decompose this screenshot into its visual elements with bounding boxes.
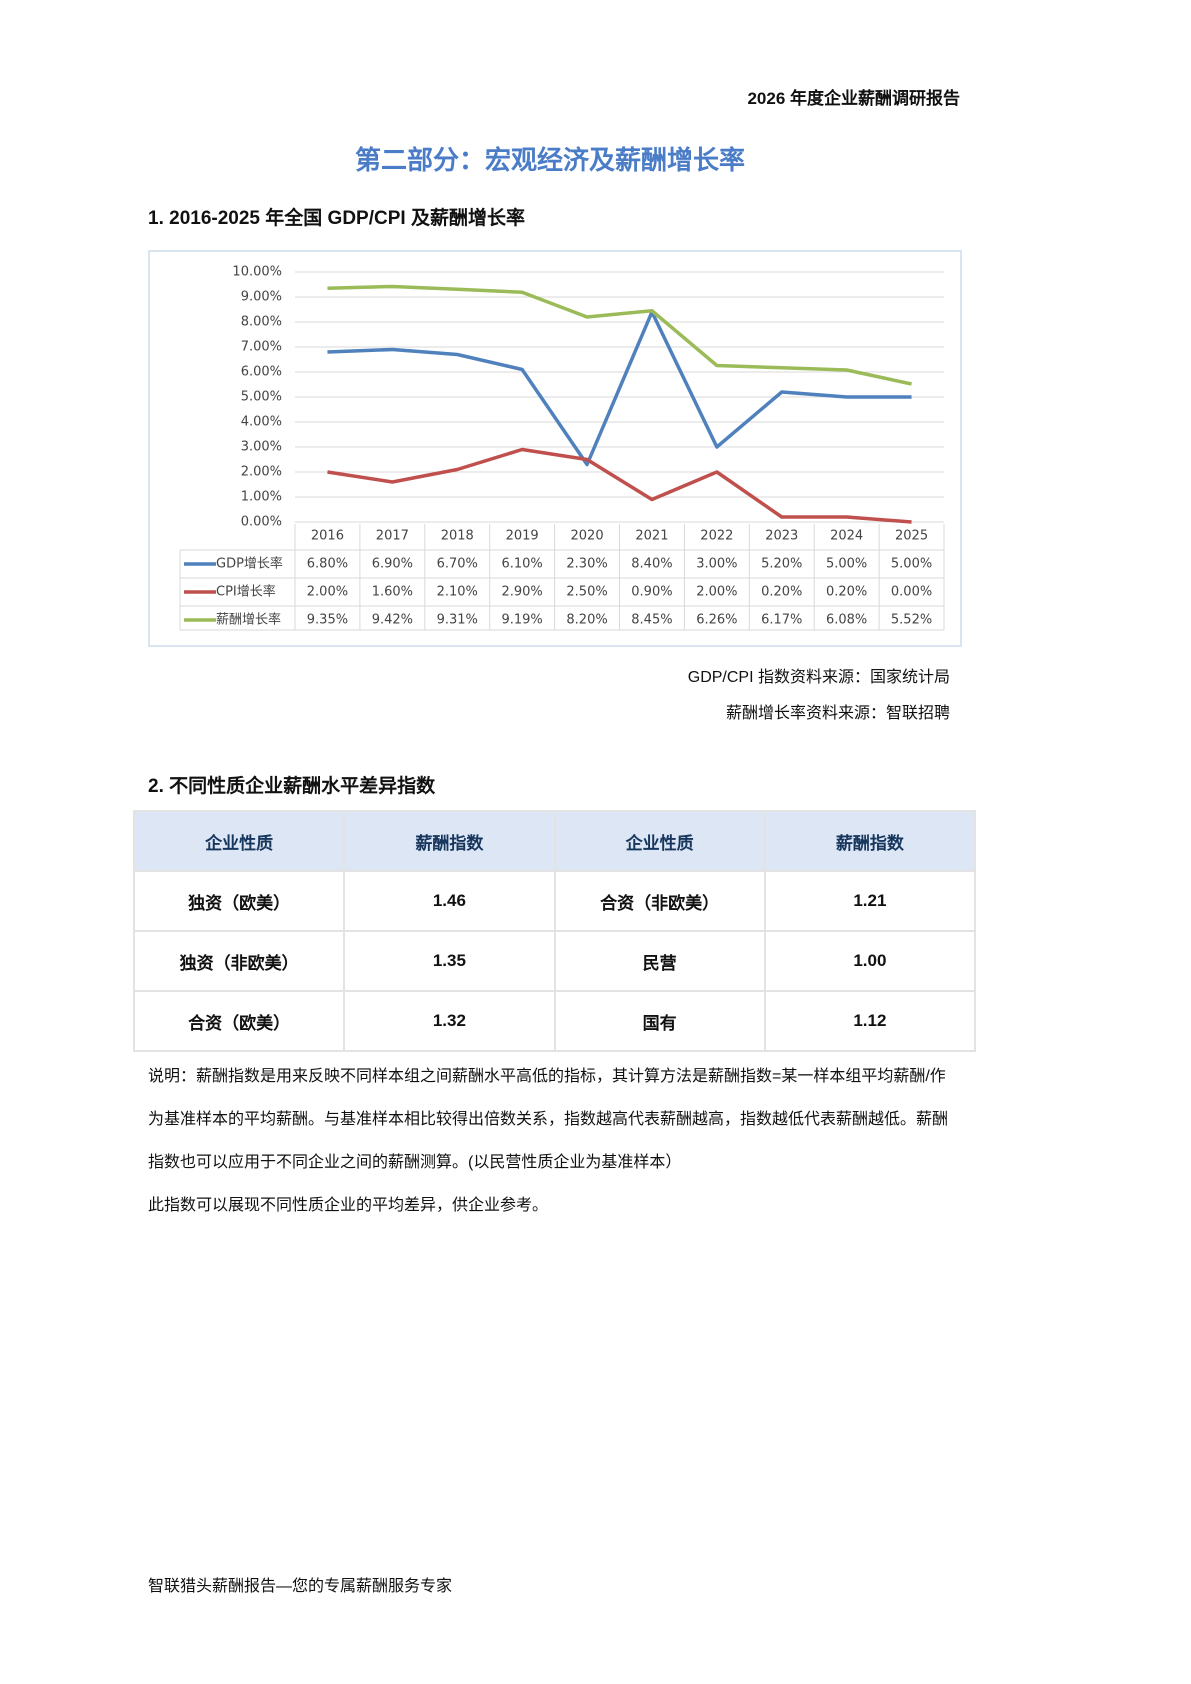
y-tick-label: 9.00% [241,290,282,305]
chart-box: 0.00% 1.00% 2.00% 3.00% 4.00% 5.00% 6.00% 7.00%… [148,250,962,647]
table-row: 合资（欧美） 1.32 国有 1.12 [132,990,977,1052]
header-cell: 企业性质 [553,810,766,872]
x-tick-label: 2019 [506,529,539,544]
table-cell: 1.00 [763,930,977,992]
table-cell: 国有 [553,990,766,1052]
data-table-value: 6.70% [437,557,478,572]
data-table-value: 5.00% [826,557,867,572]
data-table-value: 2.00% [696,585,737,600]
table-cell: 1.32 [343,990,556,1052]
x-tick-label: 2022 [700,529,733,544]
data-table-value: 9.31% [437,613,478,628]
data-table-value: 6.26% [696,613,737,628]
series-line [327,284,912,386]
data-table-value: 1.60% [372,585,413,600]
table-header-row: 企业性质 薪酬指数 企业性质 薪酬指数 [132,810,977,872]
data-table-value: 2.30% [566,557,607,572]
header-cell: 薪酬指数 [763,810,977,872]
header: 2026 年度企业薪酬调研报告 [747,89,960,108]
y-tick-label: 4.00% [241,415,282,430]
data-table-value: 2.10% [437,585,478,600]
y-tick-label: 5.00% [241,390,282,405]
table-row: 独资（非欧美） 1.35 民营 1.00 [132,930,977,992]
y-tick-label: 3.00% [241,440,282,455]
source-note: GDP/CPI 指数资料来源：国家统计局 [687,669,950,686]
data-table-value: 6.10% [501,557,542,572]
x-tick-label: 2023 [765,529,798,544]
data-table-value: 6.17% [761,613,802,628]
source-note: 薪酬增长率资料来源：智联招聘 [725,705,950,722]
data-table-value: 5.00% [891,557,932,572]
x-tick-label: 2025 [895,529,928,544]
data-table-value: 8.20% [566,613,607,628]
y-tick-label: 7.00% [241,340,282,355]
data-table-value: 3.00% [696,557,737,572]
data-table-value: 8.45% [631,613,672,628]
table-row: 独资（欧美） 1.46 合资（非欧美） 1.21 [132,870,977,932]
header-cell: 企业性质 [132,810,346,872]
data-table-value: 9.35% [307,613,348,628]
data-table-value: 2.00% [307,585,348,600]
y-tick-label: 2.00% [241,465,282,480]
x-tick-label: 2017 [376,529,409,544]
data-table-value: 9.42% [372,613,413,628]
y-tick-label: 10.00% [232,265,282,280]
data-table-value: 0.20% [826,585,867,600]
data-table-value: 0.00% [891,585,932,600]
table-cell: 合资（欧美） [132,990,346,1052]
y-tick-label: 8.00% [241,315,282,330]
data-table-value: 9.19% [501,613,542,628]
legend-label: 薪酬增长率 [216,612,281,628]
section-heading: 1. 2016-2025 年全国 GDP/CPI 及薪酬增长率 [148,208,525,229]
table-cell: 1.46 [343,870,556,932]
series-line [327,447,912,524]
table-cell: 1.21 [763,870,977,932]
x-tick-label: 2016 [311,529,344,544]
x-tick-label: 2018 [441,529,474,544]
data-table-value: 6.90% [372,557,413,572]
legend-label: GDP增长率 [216,556,283,572]
data-table-value: 5.52% [891,613,932,628]
x-tick-label: 2024 [830,529,863,544]
header-cell: 薪酬指数 [343,810,556,872]
data-table-value: 6.08% [826,613,867,628]
table-cell: 独资（欧美） [132,870,346,932]
section-heading: 2. 不同性质企业薪酬水平差异指数 [148,776,436,797]
data-table-value: 8.40% [631,557,672,572]
data-table-value: 0.20% [761,585,802,600]
data-table-value: 5.20% [761,557,802,572]
note-paragraph: 说明：薪酬指数是用来反映不同样本组之间薪酬水平高低的指标，其计算方法是薪酬指数=… [148,1068,949,1171]
x-tick-label: 2021 [635,529,668,544]
data-table-value: 2.50% [566,585,607,600]
notes: 说明：薪酬指数是用来反映不同样本组之间薪酬水平高低的指标，其计算方法是薪酬指数=… [148,1055,953,1227]
table-cell: 合资（非欧美） [553,870,766,932]
index-table: 企业性质 薪酬指数 企业性质 薪酬指数 独资（欧美） 1.46 合资（非欧美） 1.21 独资（… [132,810,977,1052]
data-table-value: 0.90% [631,585,672,600]
table-cell: 1.35 [343,930,556,992]
chart: 0.00% 1.00% 2.00% 3.00% 4.00% 5.00% 6.00% 7.00%… [179,265,945,631]
table-cell: 民营 [553,930,766,992]
y-tick-label: 1.00% [241,490,282,505]
data-table-value: 6.80% [307,557,348,572]
page-title: 第二部分：宏观经济及薪酬增长率 [354,145,745,175]
footer: 智联猎头薪酬报告—您的专属薪酬服务专家 [148,1578,453,1595]
table-cell: 1.12 [763,990,977,1052]
x-tick-label: 2020 [571,529,604,544]
y-tick-label: 6.00% [241,365,282,380]
legend-label: CPI增长率 [216,584,276,600]
note-paragraph: 此指数可以展现不同性质企业的平均差异，供企业参考。 [148,1197,549,1214]
y-tick-label: 0.00% [241,515,282,530]
table-cell: 独资（非欧美） [132,930,346,992]
series-line [327,310,912,467]
data-table-value: 2.90% [501,585,542,600]
